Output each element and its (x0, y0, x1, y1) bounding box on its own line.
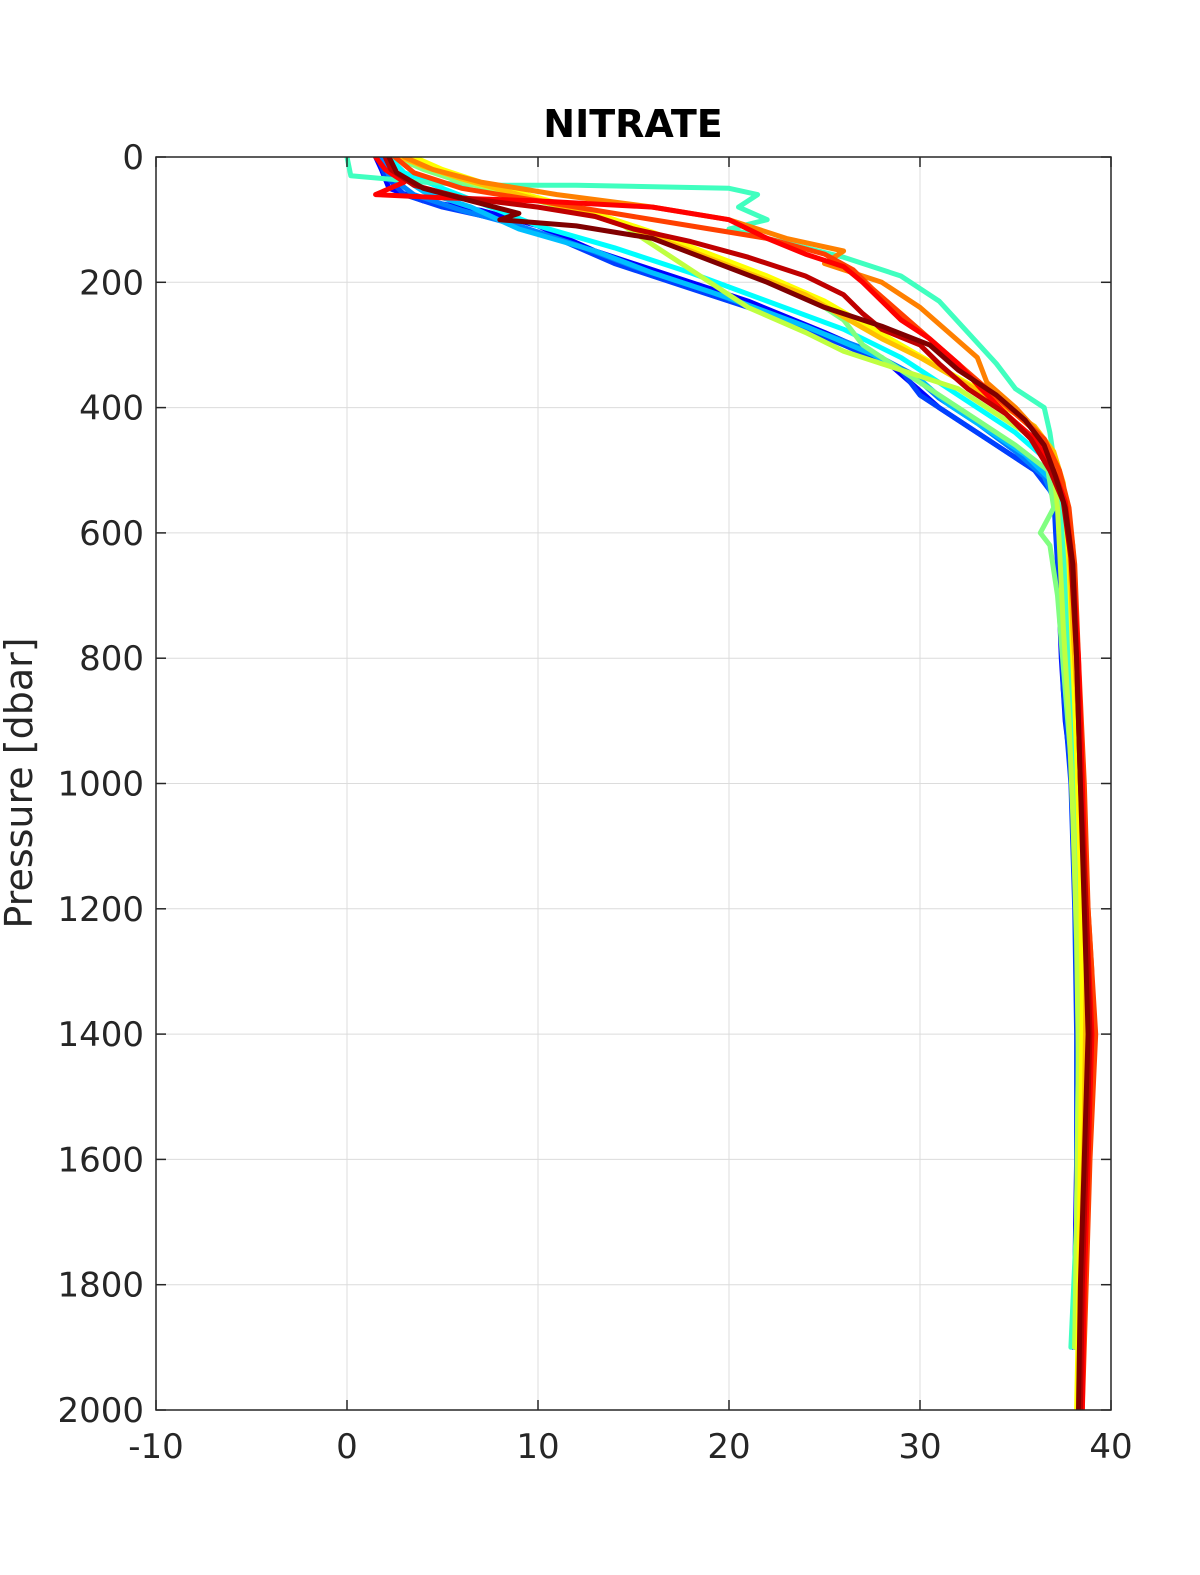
y-tick-label: 1000 (57, 765, 144, 805)
x-tick-label: -10 (128, 1427, 184, 1467)
series-layer (344, 157, 1099, 1410)
y-tick-label: 400 (79, 389, 144, 429)
profile-line-15 (386, 157, 1091, 1410)
x-tick-label: 0 (336, 1427, 358, 1467)
y-tick-label: 600 (79, 514, 144, 554)
chart-title: NITRATE (543, 102, 722, 146)
y-tick-label: 200 (79, 263, 144, 303)
x-tick-label: 20 (707, 1427, 750, 1467)
y-tick-label: 1800 (57, 1266, 144, 1306)
tick-labels: -10 0 10 20 30 400200400600800100012001400160… (57, 138, 1132, 1467)
y-tick-label: 800 (79, 639, 144, 679)
y-tick-label: 1200 (57, 890, 144, 930)
y-tick-label: 1400 (57, 1015, 144, 1055)
y-tick-label: 2000 (57, 1391, 144, 1431)
x-tick-label: 30 (898, 1427, 941, 1467)
y-tick-label: 1600 (57, 1140, 144, 1180)
profile-line-6 (344, 157, 1081, 1350)
x-tick-label: 40 (1089, 1427, 1132, 1467)
ticks (155, 156, 1112, 1411)
profiles (344, 157, 1099, 1410)
y-tick-label: 0 (122, 138, 144, 178)
x-tick-label: 10 (516, 1427, 559, 1467)
y-axis-title: Pressure [dbar] (0, 637, 41, 928)
